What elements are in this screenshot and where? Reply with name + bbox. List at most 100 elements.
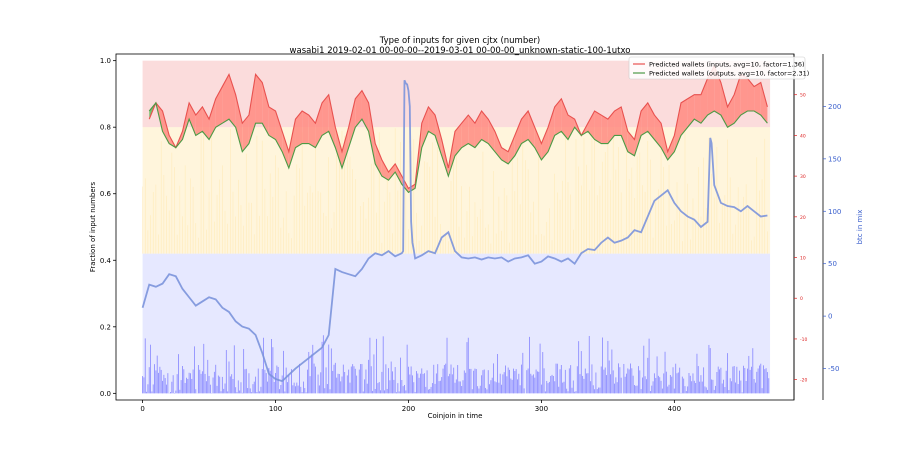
chart-title: Type of inputs for given cjtx (number)	[379, 36, 541, 46]
difference-fill	[262, 82, 269, 136]
difference-fill	[614, 106, 622, 136]
difference-fill	[554, 98, 562, 136]
difference-fill	[202, 106, 210, 140]
difference-fill	[395, 163, 402, 185]
difference-fill	[229, 74, 236, 128]
difference-fill	[189, 102, 196, 136]
difference-fill	[568, 115, 575, 140]
difference-fill	[428, 106, 436, 136]
difference-fill	[541, 127, 549, 160]
difference-fill	[700, 78, 708, 124]
difference-fill	[674, 102, 681, 152]
difference-fill	[381, 159, 389, 181]
difference-fill	[548, 106, 555, 152]
chart-subtitle: wasabi1 2019-02-01 00-00-00--2019-03-01 …	[290, 46, 631, 56]
difference-fill	[421, 106, 429, 148]
difference-fill	[634, 110, 642, 156]
difference-fill	[335, 127, 342, 168]
difference-fill	[508, 135, 515, 164]
difference-fill	[268, 106, 276, 140]
difference-fill	[488, 119, 495, 152]
difference-fill	[687, 94, 695, 128]
difference-fill	[521, 110, 529, 144]
difference-fill	[455, 123, 462, 156]
y-tick-label: 0.8	[100, 124, 111, 132]
difference-fill	[747, 78, 755, 111]
y-tick-right-outer-label: 200	[828, 103, 841, 111]
difference-fill	[388, 163, 396, 181]
difference-fill	[222, 74, 229, 124]
y-tick-right-inner-label: 0	[800, 296, 803, 302]
y-tick-right-inner-label: 10	[800, 256, 806, 262]
difference-fill	[607, 110, 615, 144]
difference-fill	[308, 115, 316, 148]
difference-fill	[481, 110, 489, 144]
y-tick-label: 0.6	[100, 190, 112, 198]
difference-fill	[255, 74, 263, 124]
difference-fill	[282, 131, 289, 168]
difference-fill	[727, 94, 735, 128]
difference-fill	[322, 94, 329, 136]
difference-fill	[754, 82, 761, 116]
bottom-bars	[142, 335, 770, 394]
difference-fill	[621, 106, 628, 152]
difference-fill	[641, 102, 648, 136]
difference-fill	[235, 94, 243, 152]
legend-label-outputs: Predicted wallets (outputs, avg=10, fact…	[649, 70, 809, 78]
y-tick-label: 0.2	[100, 323, 111, 331]
difference-fill	[468, 115, 475, 148]
x-axis-label: Coinjoin in time	[428, 412, 483, 420]
y-tick-label: 0.4	[100, 257, 112, 265]
difference-fill	[740, 74, 748, 116]
y-tick-label: 1.0	[100, 57, 111, 65]
difference-fill	[368, 102, 376, 164]
difference-fill	[601, 115, 608, 144]
y-tick-right-outer-label: 100	[828, 208, 841, 216]
y-axis-right-label: btc in mix	[856, 210, 864, 245]
legend-label-inputs: Predicted wallets (inputs, avg=10, facto…	[649, 61, 805, 69]
difference-fill	[342, 127, 349, 168]
legend: Predicted wallets (inputs, avg=10, facto…	[628, 56, 809, 80]
y-tick-right-inner-label: 30	[800, 174, 806, 180]
y-tick-label: 0.0	[100, 390, 111, 398]
difference-fill	[587, 110, 595, 140]
x-tick-label: 100	[269, 405, 282, 413]
difference-fill	[720, 82, 728, 128]
difference-fill	[288, 119, 296, 168]
series-lines	[141, 64, 768, 383]
legend-box	[628, 56, 806, 80]
difference-fill	[435, 115, 442, 156]
y-tick-right-inner-label: -10	[800, 337, 807, 343]
difference-fill	[528, 110, 535, 148]
x-tick-label: 200	[402, 405, 415, 413]
series-line-btc	[141, 79, 768, 383]
difference-fill	[681, 98, 688, 136]
y-tick-right-outer-label: 50	[828, 260, 837, 268]
difference-fill	[494, 131, 502, 160]
series-line-outputs	[148, 101, 768, 194]
difference-fill	[561, 98, 568, 140]
difference-fill	[647, 102, 655, 140]
y-tick-right-inner-label: -20	[800, 378, 807, 384]
difference-fill	[760, 82, 768, 124]
y-tick-right-inner-label: 50	[800, 93, 806, 99]
x-tick-label: 400	[668, 405, 681, 413]
x-tick-label: 0	[140, 405, 144, 413]
y-axis-right-outer: -50 0 50 100 150 200	[822, 54, 841, 400]
difference-fill	[627, 131, 635, 156]
difference-fill	[195, 106, 203, 136]
difference-fill	[295, 110, 303, 148]
difference-fill	[594, 110, 602, 144]
y-tick-right-inner-label: 40	[800, 133, 806, 139]
difference-fill	[248, 74, 256, 144]
y-axis-right-inner: -20 -10 0 10 20 30 40 50	[793, 54, 807, 400]
series-line-inputs	[148, 64, 768, 190]
difference-fill	[242, 115, 249, 152]
difference-fill	[302, 110, 309, 144]
difference-fill	[461, 115, 469, 148]
y-tick-right-outer-label: 150	[828, 155, 841, 163]
difference-fill	[654, 115, 662, 148]
difference-fill	[514, 119, 522, 156]
